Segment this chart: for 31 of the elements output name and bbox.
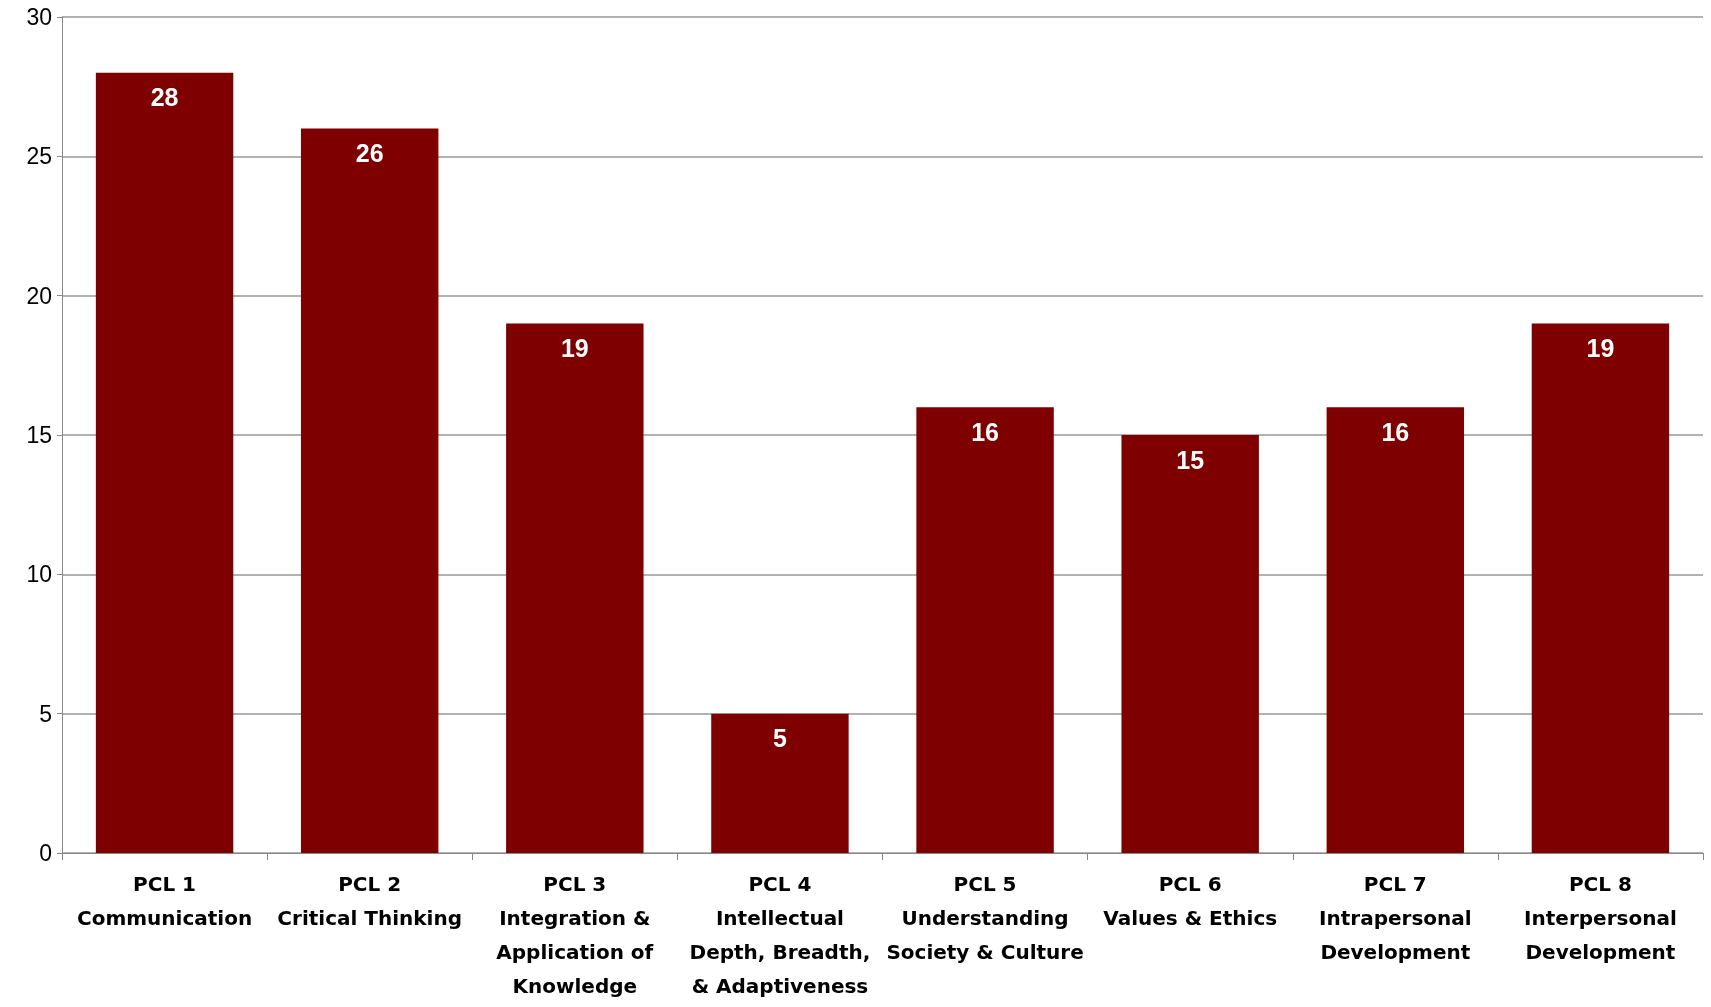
y-tick-label: 0: [39, 840, 52, 866]
x-tick-label: PCL 7 Intrapersonal Development: [1319, 872, 1472, 964]
x-tick-label: PCL 3 Integration & Application of Knowledge: [496, 872, 654, 998]
x-tick-label: PCL 2 Critical Thinking: [277, 872, 463, 930]
y-tick-label: 20: [26, 282, 52, 309]
data-label: 19: [560, 334, 589, 363]
bar: [300, 128, 439, 853]
x-tick-label: PCL 5 Understanding Society & Culture: [886, 872, 1084, 964]
bar: [1326, 407, 1465, 853]
y-tick-label: 25: [26, 143, 52, 170]
bar: [1121, 435, 1259, 853]
x-tick-label: PCL 1 Communication: [76, 872, 253, 930]
bar: [1531, 323, 1670, 853]
x-tick-label: PCL 6 Values & Ethics: [1103, 872, 1278, 930]
bar: [506, 323, 644, 853]
x-tick-label: PCL 8 Interpersonal Development: [1524, 872, 1677, 964]
data-label: 5: [772, 724, 787, 753]
y-tick-label: 5: [39, 700, 52, 727]
data-label: 28: [150, 83, 179, 112]
y-tick-label: 15: [26, 422, 52, 448]
y-tick-label: 10: [26, 561, 52, 588]
bar: [711, 713, 849, 853]
data-label: 26: [355, 138, 384, 167]
data-label: 19: [1586, 334, 1615, 363]
bar: [95, 72, 234, 853]
data-label: 16: [1381, 417, 1410, 446]
x-tick-label: PCL 4 Intellectual Depth, Breadth, & Adaptiveness: [689, 872, 871, 998]
data-label: 15: [1176, 445, 1205, 474]
data-label: 16: [971, 417, 999, 446]
y-tick-label: 30: [26, 4, 52, 30]
bar: [916, 407, 1054, 853]
